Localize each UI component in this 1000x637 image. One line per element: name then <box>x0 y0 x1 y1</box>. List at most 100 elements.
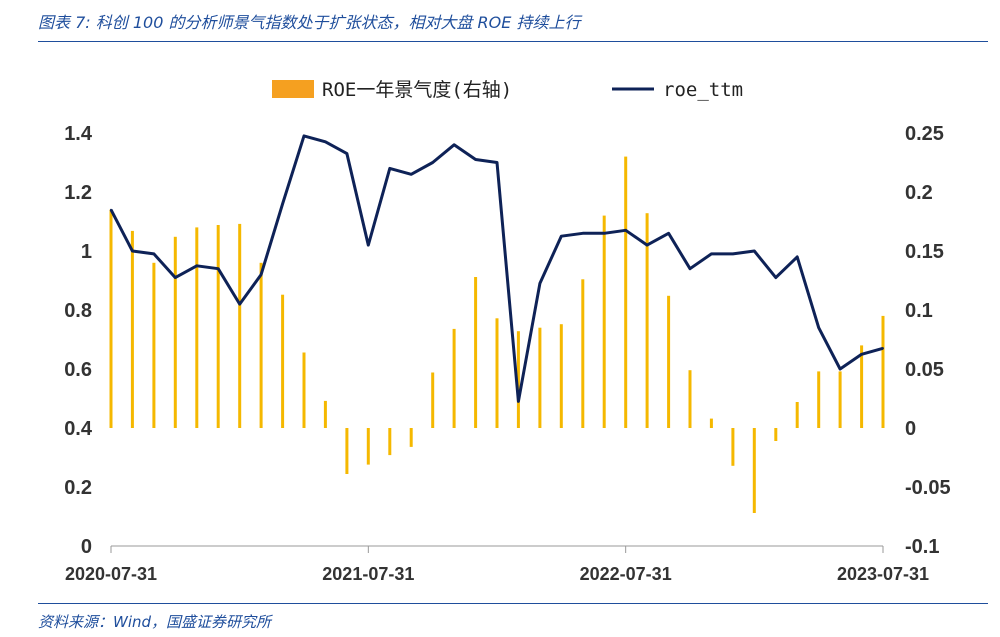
right-y-tick-label: 0 <box>905 418 916 440</box>
right-y-tick-label: 0.25 <box>905 123 944 145</box>
axes: 2020-07-31 2021-07-31 2022-07-31 2023-07-31… <box>64 123 950 584</box>
bar-0 <box>109 209 113 428</box>
bar-17 <box>474 277 478 428</box>
line-point-32 <box>796 255 799 258</box>
legend-line-label: roe_ttm <box>663 79 743 101</box>
line-point-19 <box>517 400 520 403</box>
right-y-tick-label: 0.2 <box>905 182 933 204</box>
bar-19 <box>516 331 520 428</box>
x-tick-label: 2023-07-31 <box>837 564 929 584</box>
right-y-tick-label: 0.05 <box>905 359 944 381</box>
bar-9 <box>302 352 306 428</box>
bar-35 <box>860 345 864 428</box>
line-point-8 <box>281 202 284 205</box>
line-point-29 <box>731 252 734 255</box>
line-point-17 <box>474 158 477 161</box>
line-point-21 <box>560 235 563 238</box>
right-y-tick-label: -0.1 <box>905 536 939 558</box>
line-point-23 <box>603 232 606 235</box>
bar-31 <box>774 428 778 441</box>
bar-4 <box>195 227 199 428</box>
right-y-tick-label: 0.15 <box>905 241 944 263</box>
line-point-35 <box>860 353 863 356</box>
bar-24 <box>624 156 628 428</box>
line-point-30 <box>753 250 756 252</box>
line-point-26 <box>667 232 670 235</box>
line-series <box>109 134 884 403</box>
bar-28 <box>709 418 713 428</box>
line-point-20 <box>538 282 541 285</box>
bar-30 <box>752 428 756 513</box>
line-point-3 <box>174 276 177 279</box>
bar-22 <box>581 279 585 428</box>
line-point-12 <box>367 244 370 247</box>
right-y-tick-label: 0.1 <box>905 300 933 322</box>
x-tick-label: 2022-07-31 <box>580 564 672 584</box>
bar-13 <box>388 428 392 456</box>
bar-2 <box>152 262 156 428</box>
line-point-7 <box>260 273 263 276</box>
line-point-24 <box>624 229 627 232</box>
bar-16 <box>452 328 456 428</box>
bar-11 <box>345 428 349 474</box>
figure-caption: 图表 7: 科创 100 的分析师景气指数处于扩张状态，相对大盘 ROE 持续上… <box>38 13 581 32</box>
bar-1 <box>130 230 134 428</box>
line-point-28 <box>710 252 713 255</box>
left-y-tick-label: 0.2 <box>64 477 92 499</box>
source-rule <box>38 603 988 604</box>
left-y-tick-label: 1 <box>81 241 92 263</box>
left-y-tick-label: 1.4 <box>64 123 93 145</box>
left-y-tick-label: 0 <box>81 536 92 558</box>
bar-14 <box>409 428 413 447</box>
line-point-13 <box>388 167 391 170</box>
legend: ROE一年景气度(右轴) roe_ttm <box>272 79 743 101</box>
line-point-4 <box>195 264 198 267</box>
bar-34 <box>838 371 842 428</box>
caption-rule <box>38 41 988 42</box>
bar-23 <box>602 215 606 428</box>
line-point-11 <box>345 152 348 155</box>
line-point-16 <box>453 143 456 146</box>
line-point-10 <box>324 140 327 143</box>
line-point-9 <box>303 134 305 137</box>
bar-series <box>109 156 885 513</box>
bar-21 <box>559 324 563 428</box>
bar-29 <box>731 428 735 466</box>
line-point-22 <box>581 232 584 235</box>
legend-bar-label: ROE一年景气度(右轴) <box>322 79 512 101</box>
source-note: 资料来源：Wind，国盛证券研究所 <box>38 613 272 631</box>
line-point-6 <box>238 303 241 306</box>
bar-3 <box>173 236 177 428</box>
line-point-2 <box>152 252 155 255</box>
line-point-33 <box>817 326 820 329</box>
line-point-14 <box>410 173 413 176</box>
legend-bar-swatch <box>272 80 314 98</box>
bar-33 <box>817 371 821 428</box>
line-point-36 <box>882 347 884 350</box>
bar-27 <box>688 370 692 428</box>
bar-25 <box>645 213 649 428</box>
bar-20 <box>538 327 542 428</box>
line-point-5 <box>217 267 220 270</box>
line-point-18 <box>496 161 498 164</box>
line-point-0 <box>110 208 112 211</box>
bar-32 <box>795 402 799 428</box>
line-point-25 <box>646 244 649 247</box>
line-point-1 <box>131 250 134 252</box>
bar-6 <box>238 223 242 428</box>
right-y-tick-label: -0.05 <box>905 477 951 499</box>
bar-36 <box>881 315 885 428</box>
bar-5 <box>216 225 220 428</box>
left-y-tick-label: 0.8 <box>64 300 92 322</box>
line-point-31 <box>774 276 777 279</box>
bar-7 <box>259 262 263 428</box>
bar-18 <box>495 318 499 428</box>
left-y-tick-label: 1.2 <box>64 182 92 204</box>
bar-26 <box>667 295 671 428</box>
line-point-15 <box>431 161 434 164</box>
bar-10 <box>323 400 327 428</box>
x-tick-label: 2020-07-31 <box>65 564 157 584</box>
line-point-34 <box>839 368 842 370</box>
bar-15 <box>431 372 435 428</box>
